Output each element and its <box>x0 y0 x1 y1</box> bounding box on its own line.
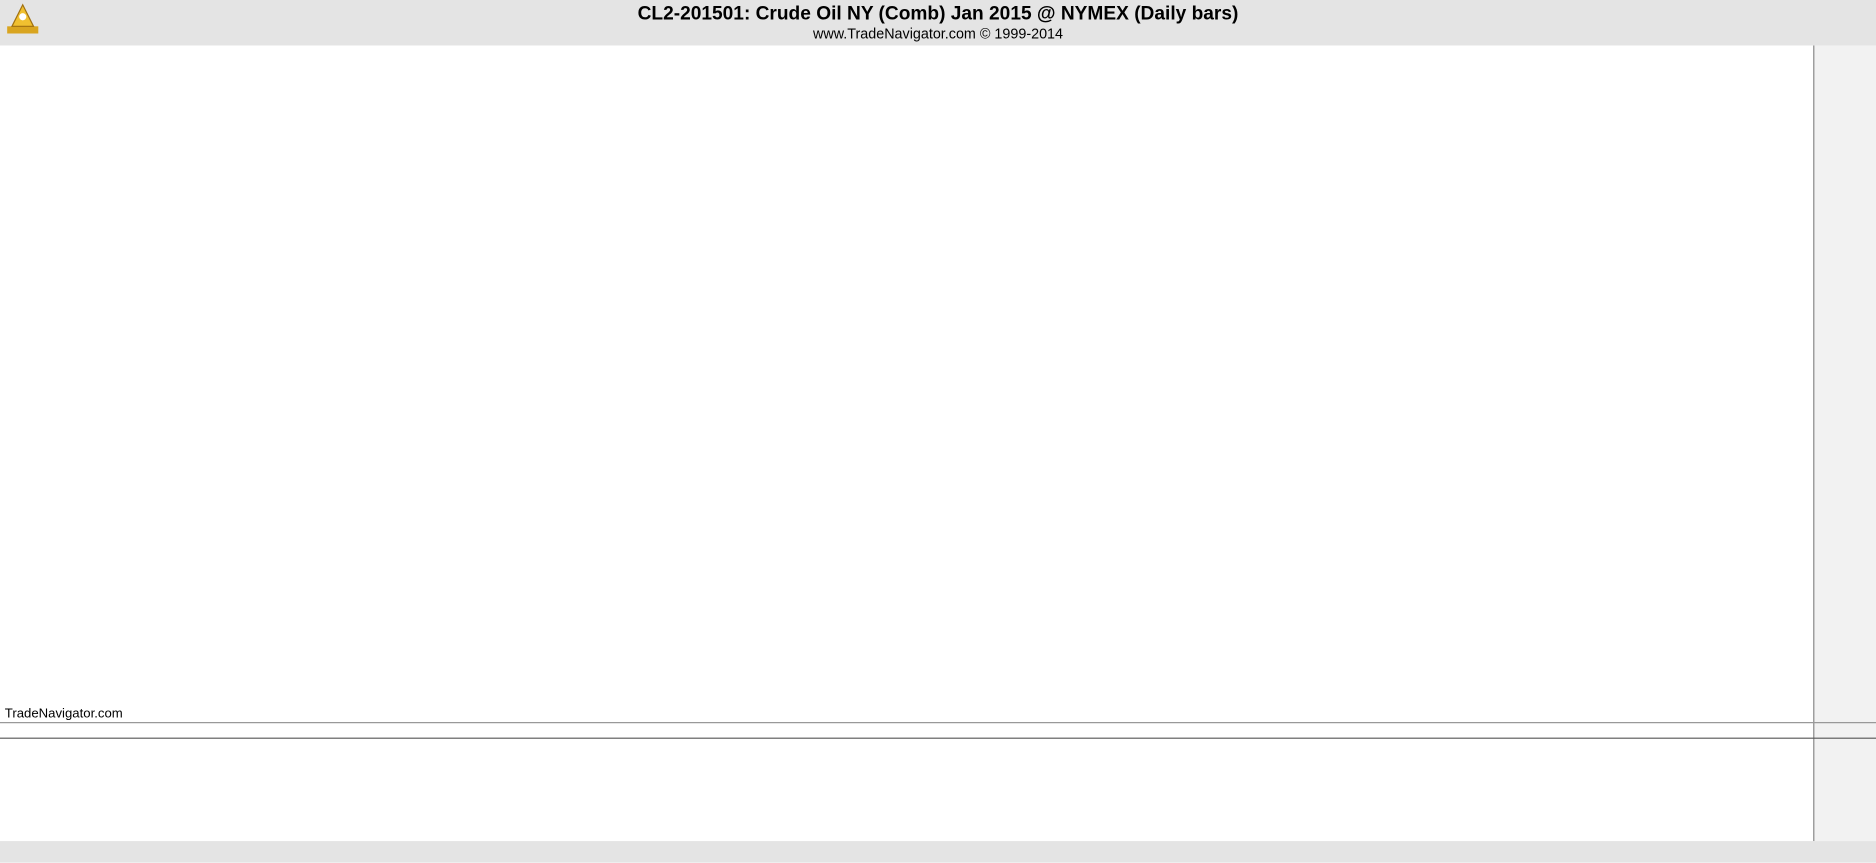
watermark: TradeNavigator.com <box>5 706 123 721</box>
price-axis <box>1813 45 1876 842</box>
logo <box>7 3 39 34</box>
title-bar <box>0 0 1876 46</box>
chart-subtitle: www.TradeNavigator.com © 1999-2014 <box>812 26 1063 42</box>
price-plot <box>0 45 1814 723</box>
chart-title: CL2-201501: Crude Oil NY (Comb) Jan 2015… <box>638 3 1239 24</box>
date-axis <box>0 841 1876 863</box>
